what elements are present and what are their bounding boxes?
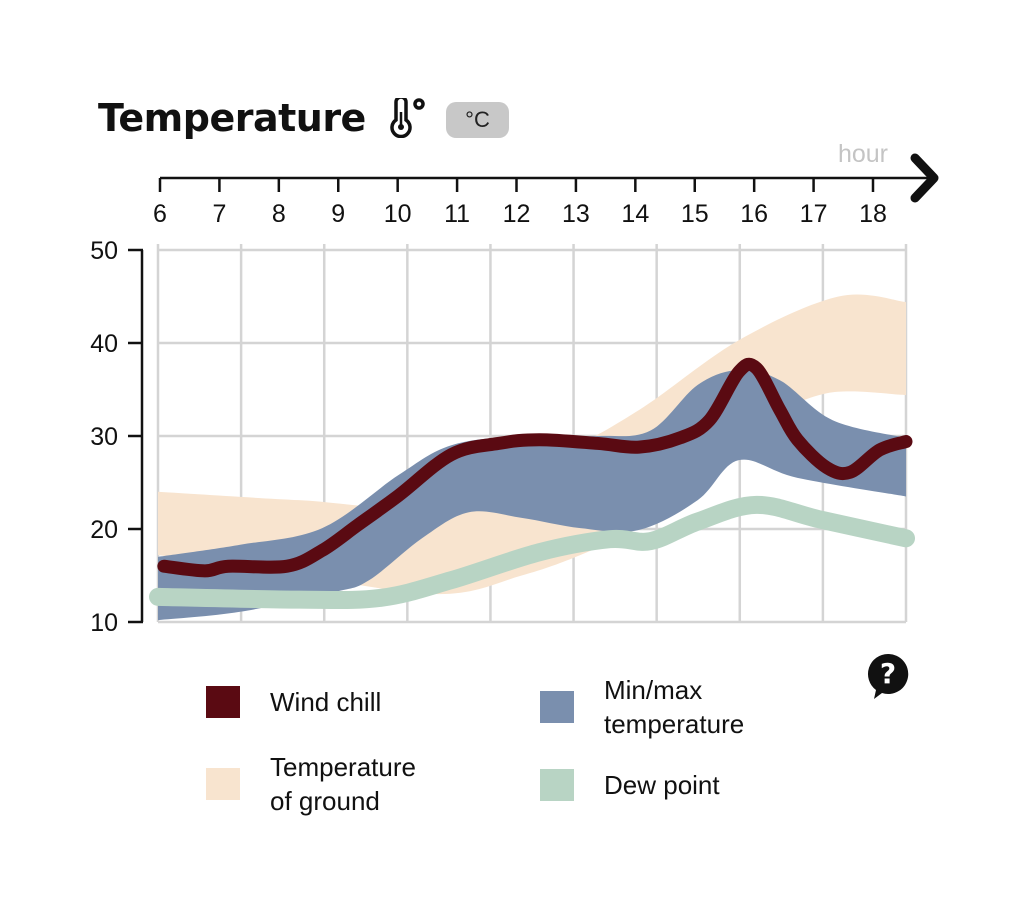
legend-wind-chill: Wind chill <box>206 685 381 719</box>
legend-label: Dew point <box>604 770 720 800</box>
y-tick-label: 30 <box>90 423 118 451</box>
legend-dew-point: Dew point <box>540 768 720 802</box>
help-icon[interactable]: ? <box>866 652 910 700</box>
x-tick-label: 16 <box>740 200 768 228</box>
legend-label: Wind chill <box>270 687 382 717</box>
x-tick-label: 17 <box>800 200 828 228</box>
x-tick-label: 8 <box>272 200 286 228</box>
y-tick-label: 40 <box>90 330 118 358</box>
y-tick-label: 20 <box>90 516 118 544</box>
legend-swatch <box>206 686 240 718</box>
x-tick-label: 7 <box>212 200 226 228</box>
legend-label: Min/max temperature <box>604 675 745 739</box>
x-axis-label: hour <box>838 140 888 168</box>
x-tick-label: 13 <box>562 200 590 228</box>
x-axis-arrow-icon <box>910 153 939 203</box>
thermometer-icon <box>390 98 425 138</box>
legend-swatch <box>540 691 574 723</box>
x-tick-label: 11 <box>444 200 470 228</box>
x-tick-label: 15 <box>681 200 709 228</box>
x-tick-label: 10 <box>384 200 412 228</box>
legend-swatch <box>540 769 574 801</box>
x-tick-label: 14 <box>621 200 649 228</box>
line-dew-point <box>149 495 915 610</box>
x-tick-label: 12 <box>503 200 531 228</box>
legend-swatch <box>206 768 240 800</box>
unit-toggle-button[interactable]: °C <box>446 102 509 138</box>
line-wind-chill <box>157 357 913 578</box>
legend-ground: Temperature of ground <box>206 750 416 818</box>
legend-label: Temperature of ground <box>270 752 416 816</box>
y-tick-label: 50 <box>90 237 118 265</box>
x-tick-label: 18 <box>859 200 887 228</box>
y-tick-label: 10 <box>90 609 118 637</box>
x-tick-label: 9 <box>331 200 345 228</box>
x-tick-label: 6 <box>153 200 167 228</box>
band-min-max-temperature <box>158 369 906 621</box>
chart-title: Temperature <box>98 96 366 140</box>
svg-text:?: ? <box>880 657 896 690</box>
legend-min-max: Min/max temperature <box>540 673 744 741</box>
